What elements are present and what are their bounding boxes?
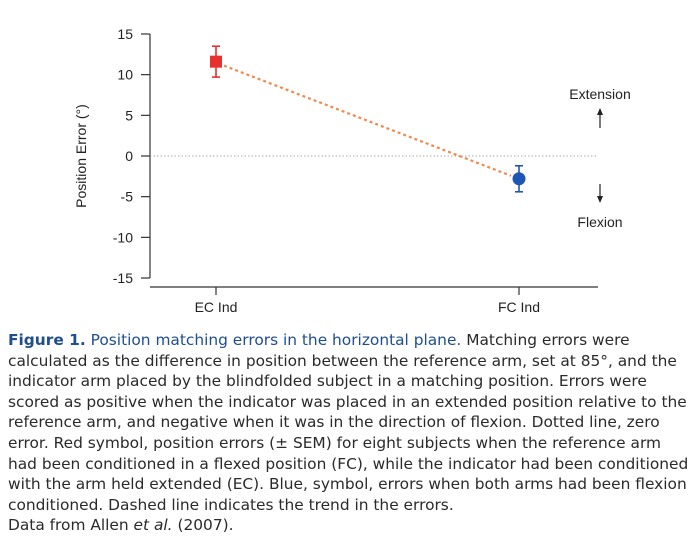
source-etal: et al. [133,516,173,535]
y-ticks: 15 10 5 0 -5 -10 -15 [113,26,150,286]
y-tick-label: -10 [113,229,133,245]
extension-label: Extension [569,86,630,102]
x-tick-label: FC Ind [498,299,540,315]
data-point-square [210,55,222,68]
x-categories: EC Ind FC Ind [195,287,540,315]
data-points [210,45,526,193]
y-tick-label: 10 [117,67,133,83]
source-prefix: Data from Allen [8,516,134,535]
y-tick-label: 5 [125,107,133,123]
caption-source: Data from Allen et al. (2007). [8,515,692,536]
trend-line [223,64,512,177]
figure-caption: Figure 1. Position matching errors in th… [8,330,692,536]
flexion-arrowhead [597,196,603,203]
data-point-circle [512,172,526,186]
y-tick-label: 15 [117,26,133,42]
y-tick-label: -5 [121,189,134,205]
source-suffix: (2007). [172,516,234,535]
figure-title: Position matching errors in the horizont… [90,331,462,349]
figure-label: Figure 1. [8,331,86,349]
y-tick-label: 0 [125,148,133,164]
position-error-chart: 15 10 5 0 -5 -10 -15 EC Ind FC Ind Position Err… [73,26,631,315]
caption-body: Matching errors were calculated as the d… [8,331,689,514]
extension-arrowhead [597,108,603,115]
y-axis-label: Position Error (°) [73,104,89,208]
flexion-label: Flexion [577,214,622,230]
x-tick-label: EC Ind [195,299,238,315]
y-tick-label: -15 [113,270,133,286]
